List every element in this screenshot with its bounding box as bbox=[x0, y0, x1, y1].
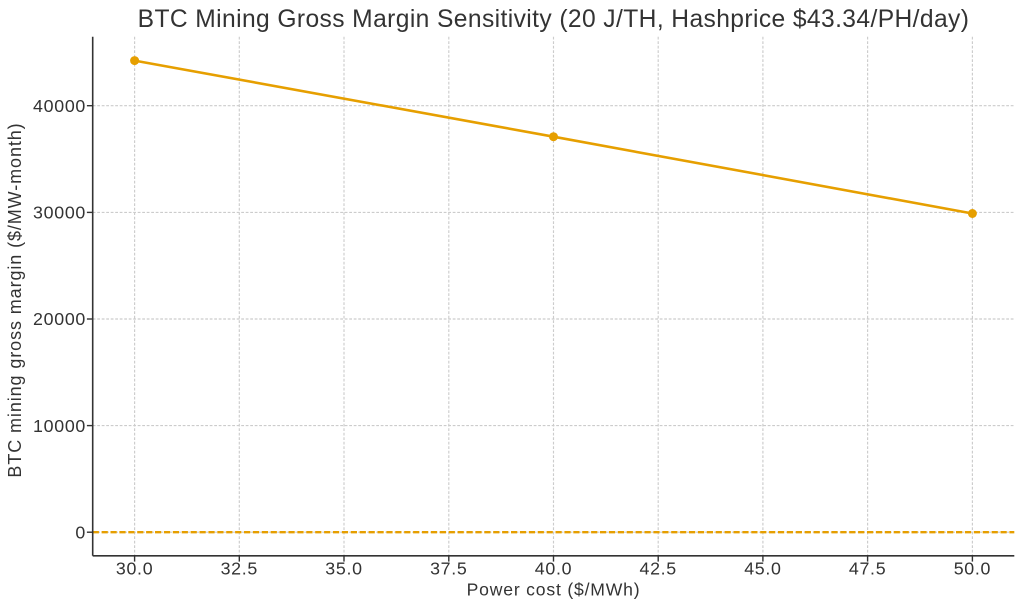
svg-text:30.0: 30.0 bbox=[116, 559, 153, 579]
svg-text:37.5: 37.5 bbox=[430, 559, 467, 579]
svg-text:50.0: 50.0 bbox=[954, 559, 991, 579]
svg-text:32.5: 32.5 bbox=[221, 559, 258, 579]
svg-text:47.5: 47.5 bbox=[849, 559, 886, 579]
svg-text:40000: 40000 bbox=[33, 96, 86, 116]
svg-text:10000: 10000 bbox=[33, 416, 86, 436]
svg-text:40.0: 40.0 bbox=[535, 559, 572, 579]
svg-text:Power cost ($/MWh): Power cost ($/MWh) bbox=[467, 579, 641, 599]
svg-text:30000: 30000 bbox=[33, 203, 86, 223]
svg-text:0: 0 bbox=[75, 522, 86, 542]
svg-text:BTC mining gross margin ($/MW-: BTC mining gross margin ($/MW-month) bbox=[5, 122, 25, 477]
svg-text:45.0: 45.0 bbox=[744, 559, 781, 579]
svg-text:42.5: 42.5 bbox=[639, 559, 676, 579]
svg-text:BTC Mining Gross Margin Sensit: BTC Mining Gross Margin Sensitivity (20 … bbox=[138, 6, 970, 33]
svg-text:35.0: 35.0 bbox=[325, 559, 362, 579]
svg-text:20000: 20000 bbox=[33, 309, 86, 329]
